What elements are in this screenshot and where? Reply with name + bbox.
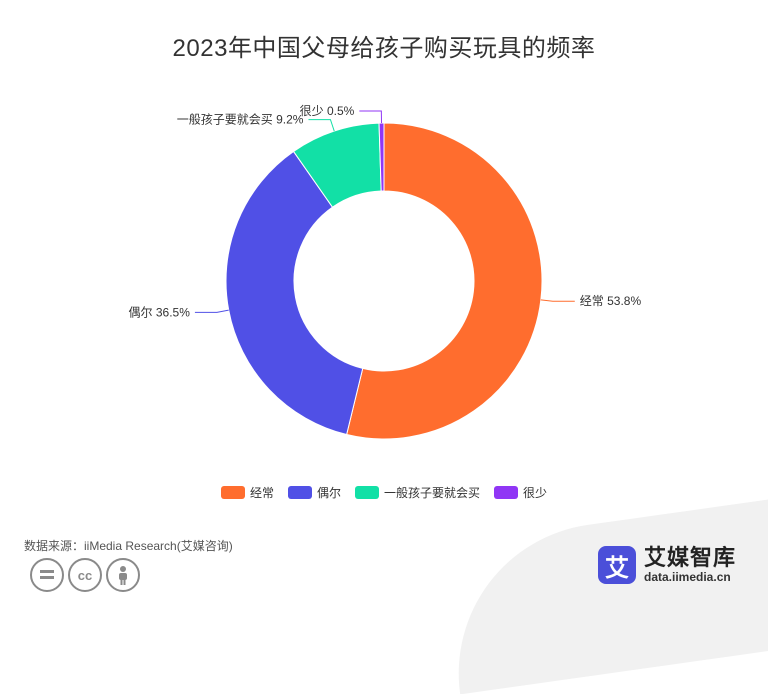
- leader-line-3: [359, 110, 383, 124]
- legend-item-0[interactable]: 经常: [220, 484, 274, 501]
- legend-swatch: [220, 486, 245, 499]
- legend-swatch: [494, 486, 519, 499]
- slice-0: [346, 122, 543, 440]
- brand-name: 艾媒智库: [644, 545, 737, 571]
- chart-legend: 经常 偶尔 一般孩子要就会买 很少: [0, 484, 768, 501]
- legend-item-2[interactable]: 一般孩子要就会买: [355, 484, 480, 501]
- leader-line-0: [540, 299, 575, 302]
- legend-label: 偶尔: [316, 486, 341, 500]
- legend-item-3[interactable]: 很少: [494, 484, 547, 501]
- legend-label: 一般孩子要就会买: [384, 486, 481, 500]
- legend-item-1[interactable]: 偶尔: [287, 484, 341, 501]
- person-icon: [106, 558, 140, 592]
- legend-swatch: [355, 486, 379, 499]
- brand-url: data.iimedia.cn: [644, 569, 731, 584]
- cc-icon: cc: [68, 558, 102, 592]
- slice-label-2: 一般孩子要就会买 9.2%: [177, 112, 304, 127]
- equals-icon: [30, 558, 64, 592]
- chart-title: 2023年中国父母给孩子购买玩具的频率: [172, 35, 596, 62]
- leader-line-1: [194, 309, 229, 313]
- donut-chart: 经常 53.8% 偶尔 36.5% 一般孩子要就会买 9.2%很少 0.5%: [129, 104, 642, 440]
- source-note: 数据来源：iiMedia Research(艾媒咨询): [24, 539, 233, 553]
- slice-label-3: 很少 0.5%: [300, 104, 355, 118]
- license-icons: cc: [30, 558, 140, 592]
- slice-1: [225, 150, 364, 436]
- slice-3: [378, 122, 385, 192]
- leader-line-2: [308, 119, 335, 132]
- slice-label-0: 经常 53.8%: [580, 294, 642, 308]
- legend-label: 经常: [249, 486, 274, 500]
- brand-logo-icon: 艾: [598, 546, 636, 584]
- legend-swatch: [287, 486, 312, 499]
- slice-label-1: 偶尔 36.5%: [129, 304, 191, 319]
- legend-label: 很少: [523, 486, 548, 500]
- brand-block: 艾 艾媒智库 data.iimedia.cn: [598, 546, 736, 584]
